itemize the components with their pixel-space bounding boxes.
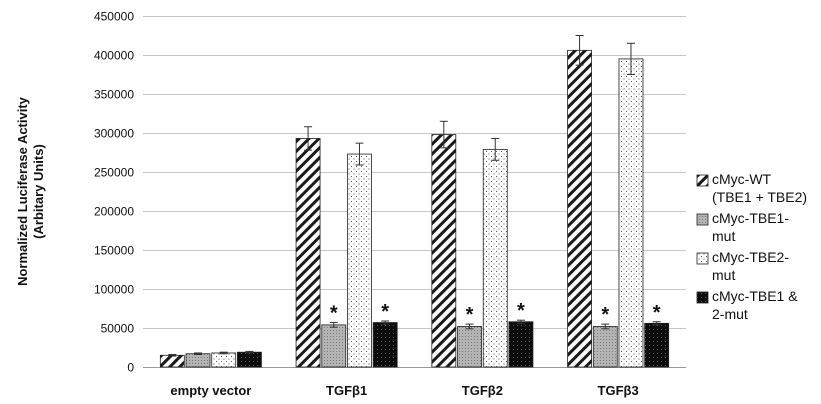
bar [482,148,508,368]
y-tick-label: 200000 [94,205,134,219]
bar [321,324,347,368]
legend-label: 2-mut [712,306,748,322]
y-axis-title-line: Normalized Luciferase Activity [15,96,30,286]
y-axis-title-line: (Arbitary Units) [31,144,46,239]
bars [159,49,670,368]
legend-swatch [696,291,709,304]
x-category-label: TGFβ2 [462,383,503,398]
legend-label: mut [712,228,735,244]
x-category-label: TGFβ1 [326,383,367,398]
bar [567,49,592,368]
legend-label: mut [712,267,735,283]
gridlines [143,16,686,368]
bar [295,138,321,368]
legend-label: (TBE1 + TBE2) [712,189,807,205]
y-axis-ticks: 0 50000 100000 150000 200000 250000 300000 3500… [94,10,134,375]
legend-label: cMyc-TBE1 & [712,288,798,304]
bar [644,322,670,368]
x-axis-categories: empty vector TGFβ1 TGFβ2 TGFβ3 [170,383,638,398]
significance-markers: * * * * * * [330,300,661,326]
significance-star: * [381,301,389,323]
bar [237,351,262,368]
bar [618,58,644,368]
legend-swatch [696,252,709,265]
legend-label: cMyc-TBE1- [712,210,789,226]
y-tick-label: 0 [127,361,134,375]
bar [347,153,372,368]
y-tick-label: 100000 [94,283,134,297]
bar [211,352,237,368]
significance-star: * [517,300,525,322]
x-category-label: empty vector [170,383,251,398]
bar [457,326,482,368]
x-category-label: TGFβ3 [598,383,639,398]
bar [372,322,398,368]
y-axis-label: Normalized Luciferase Activity (Arbitary … [15,96,46,286]
bar [508,321,534,368]
y-tick-label: 400000 [94,49,134,63]
significance-star: * [653,302,661,324]
y-tick-label: 150000 [94,244,134,258]
legend-label: cMyc-TBE2- [712,249,789,265]
y-tick-label: 450000 [94,10,134,24]
significance-star: * [330,303,338,325]
legend-label: cMyc-WT [712,171,772,187]
significance-star: * [601,304,609,326]
bar [431,134,457,368]
y-tick-label: 50000 [101,322,135,336]
y-tick-label: 250000 [94,166,134,180]
significance-star: * [466,304,474,326]
legend-swatch [696,174,709,187]
legend-swatch [696,213,709,226]
bar [159,354,185,368]
bar [592,326,618,368]
bar [185,353,211,368]
y-tick-label: 300000 [94,127,134,141]
error-bars [168,35,661,357]
legend: cMyc-WT (TBE1 + TBE2) cMyc-TBE1- mut cMyc-TB… [696,171,807,322]
y-tick-label: 350000 [94,88,134,102]
